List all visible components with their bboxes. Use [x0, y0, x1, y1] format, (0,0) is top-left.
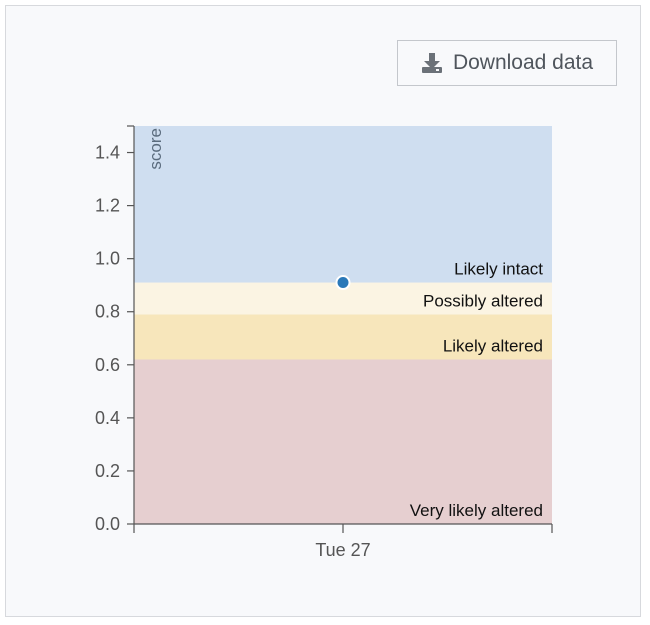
score-bands	[134, 126, 552, 524]
band-0	[134, 359, 552, 524]
y-tick-label: 0.4	[95, 408, 120, 428]
y-tick-label: 0.6	[95, 355, 120, 375]
band-label-3: Likely intact	[454, 260, 543, 279]
band-label-0: Very likely altered	[410, 501, 543, 520]
y-axis-label: score	[146, 128, 165, 170]
x-tick-label: Tue 27	[315, 540, 370, 560]
y-tick-label: 0.8	[95, 302, 120, 322]
download-data-label: Download data	[452, 51, 594, 74]
axes: 0.0 0.2 0.4 0.6 0.8 1.0 1.2 1.4 score Tue 27	[95, 125, 553, 560]
band-label-1: Likely altered	[443, 336, 543, 355]
y-tick-label: 1.0	[95, 249, 120, 269]
data-point-0	[335, 275, 351, 291]
download-icon	[421, 52, 443, 74]
y-tick-label: 0.2	[95, 461, 120, 481]
band-3	[134, 126, 552, 283]
y-tick-label: 0.0	[95, 514, 120, 534]
download-data-button[interactable]: Download data	[397, 40, 617, 86]
data-points	[335, 275, 351, 291]
band-labels: Very likely altered Likely altered Possibl…	[410, 260, 544, 520]
band-1	[134, 314, 552, 360]
y-tick-label: 1.2	[95, 196, 120, 216]
band-label-2: Possibly altered	[423, 291, 543, 310]
y-tick-label: 1.4	[95, 143, 120, 163]
